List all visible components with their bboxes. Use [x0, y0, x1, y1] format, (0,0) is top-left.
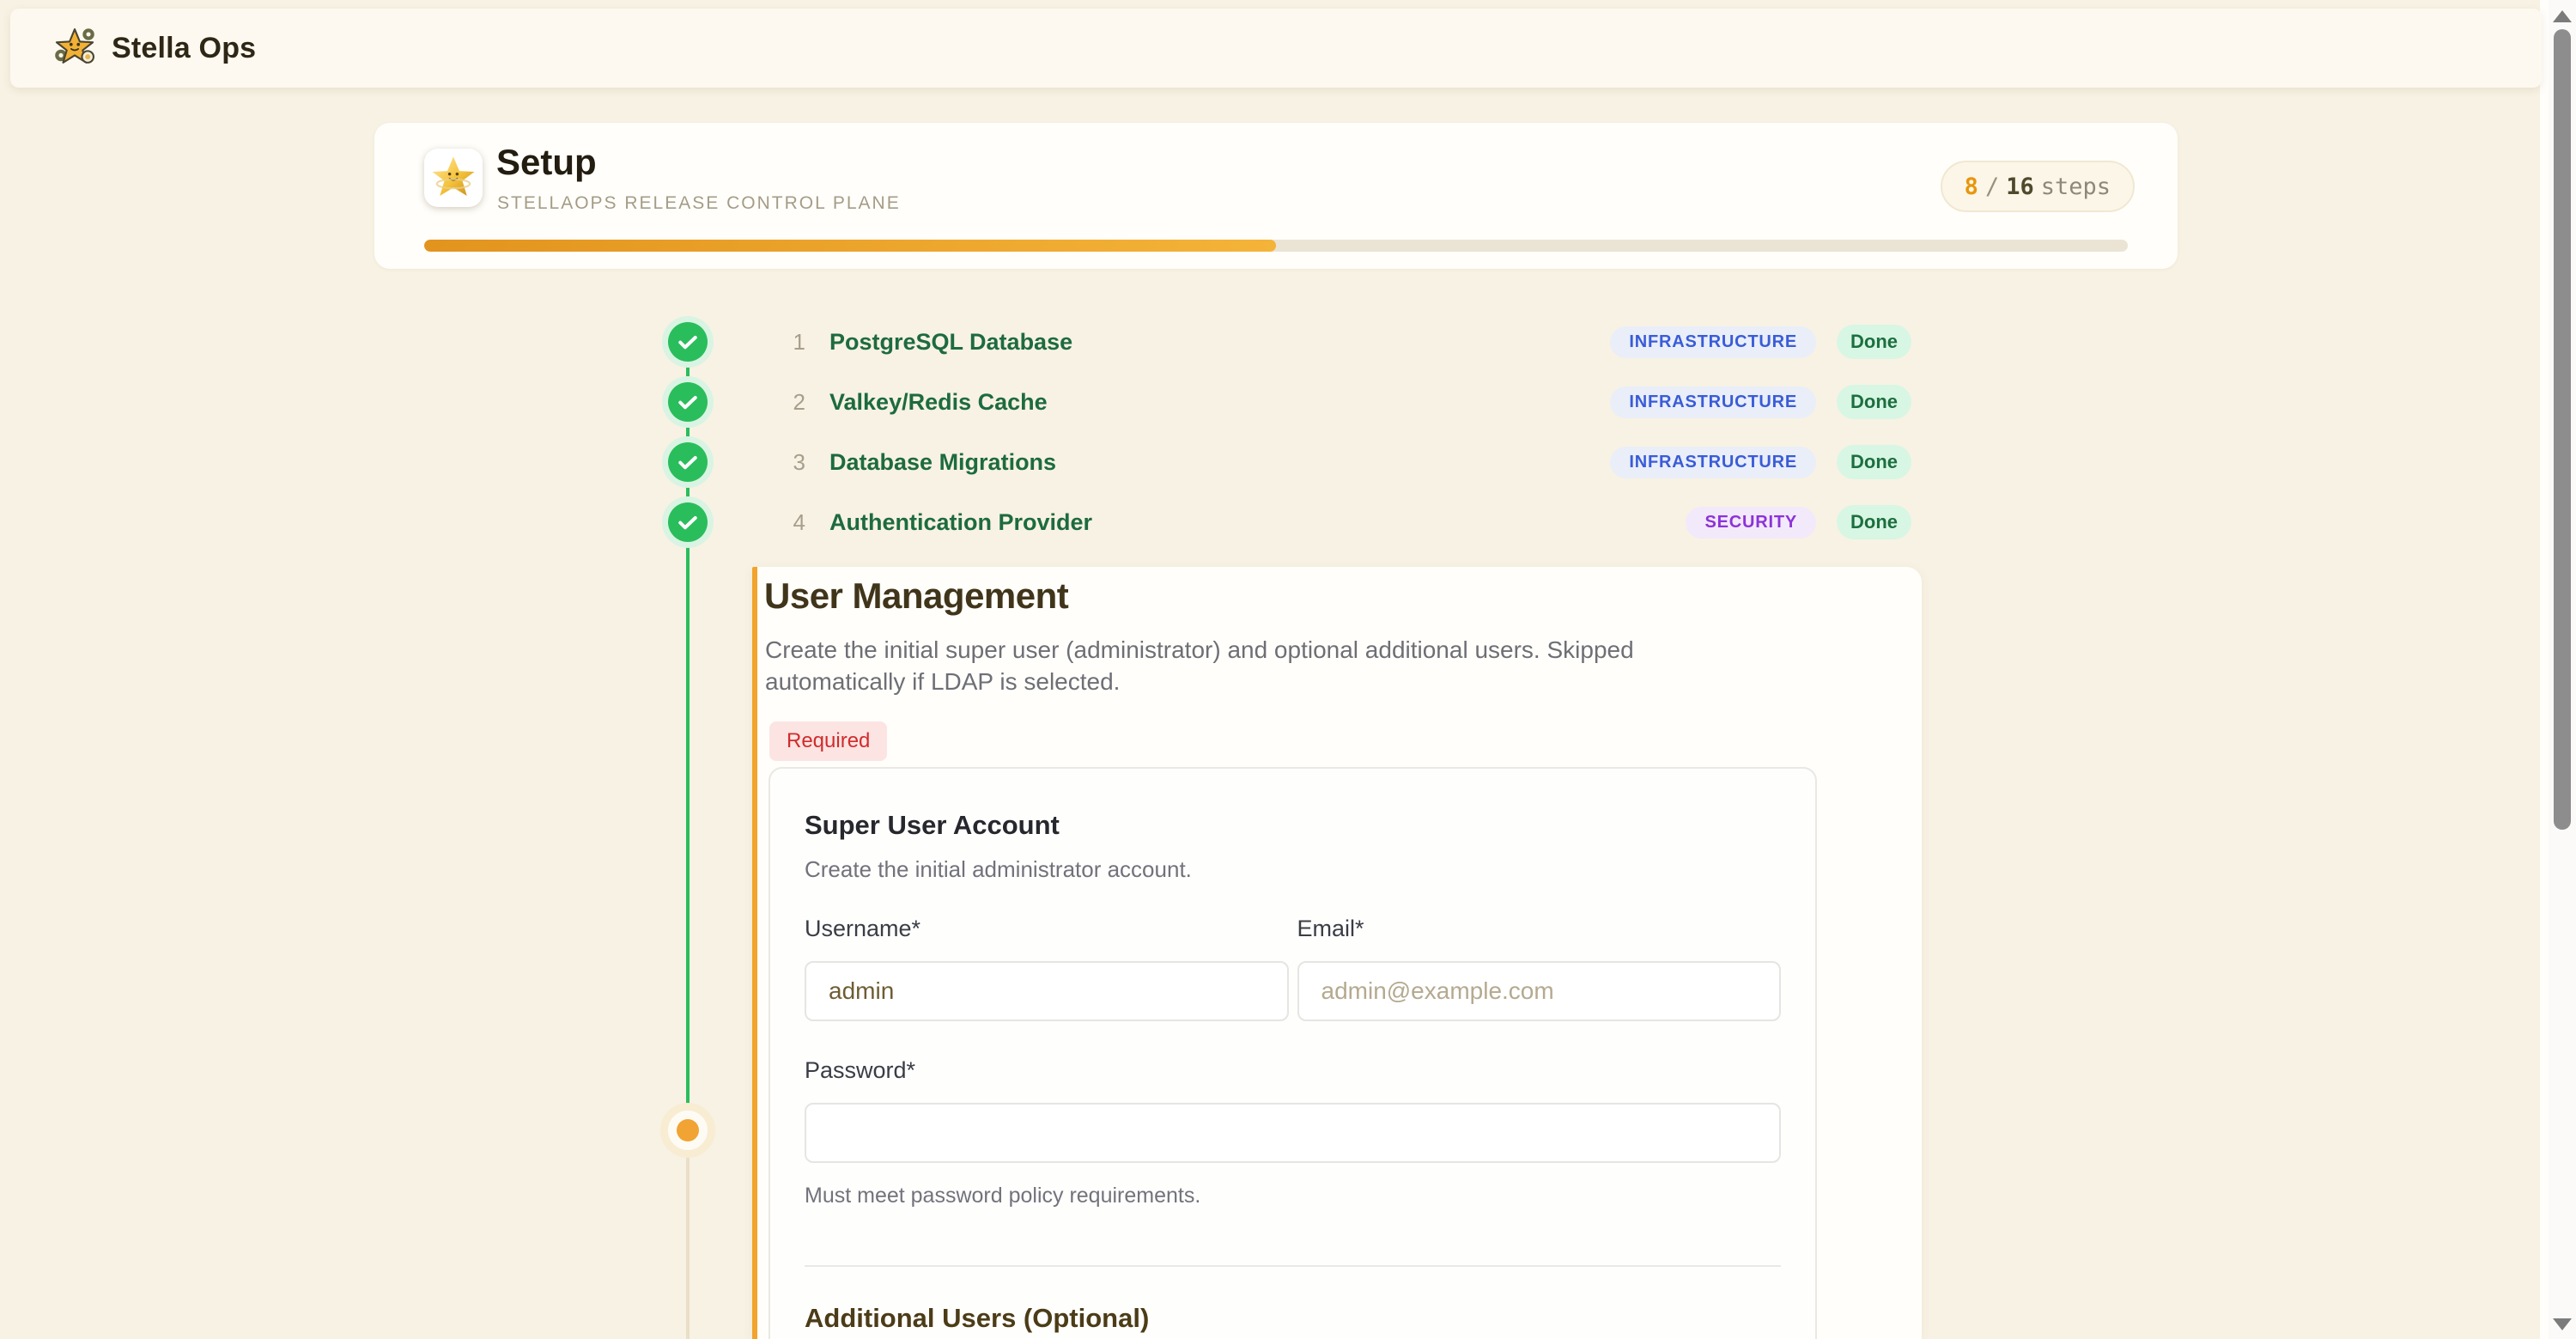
- step-number: 3: [793, 448, 805, 475]
- top-bar: Stella Ops: [10, 9, 2542, 88]
- user-management-panel: User Management Create the initial super…: [752, 567, 1922, 1339]
- step-row-postgresql: 1 PostgreSQL Database INFRASTRUCTURE Don…: [668, 316, 1911, 368]
- scrollbar[interactable]: [2549, 0, 2576, 1339]
- timeline-line-upcoming: [686, 1158, 690, 1339]
- setup-title: Setup: [496, 142, 597, 182]
- check-circle-icon: [668, 322, 708, 362]
- username-field-group: Username*: [805, 916, 1289, 1021]
- steps-done-count: 8: [1964, 173, 1978, 200]
- brand-title: Stella Ops: [112, 31, 257, 64]
- category-badge: INFRASTRUCTURE: [1610, 326, 1816, 358]
- scroll-down-icon[interactable]: [2553, 1318, 2572, 1330]
- step-number: 2: [793, 388, 805, 415]
- status-badge: Done: [1837, 505, 1911, 539]
- step-title-postgresql[interactable]: PostgreSQL Database: [829, 328, 1073, 355]
- section-description: Create the initial super user (administr…: [765, 636, 1634, 695]
- password-input[interactable]: [805, 1103, 1781, 1163]
- setup-subtitle: STELLAOPS RELEASE CONTROL PLANE: [497, 193, 901, 213]
- scroll-up-icon[interactable]: [2553, 10, 2572, 22]
- category-badge: INFRASTRUCTURE: [1610, 446, 1816, 478]
- step-row-valkey: 2 Valkey/Redis Cache INFRASTRUCTURE Done: [668, 376, 1911, 428]
- password-label: Password*: [805, 1057, 916, 1083]
- current-step-dot: [677, 1119, 699, 1141]
- setup-header-card: Setup STELLAOPS RELEASE CONTROL PLANE 8 …: [374, 123, 2178, 269]
- super-user-heading: Super User Account: [805, 810, 1060, 840]
- setup-star-icon: [424, 149, 483, 207]
- category-badge: INFRASTRUCTURE: [1610, 386, 1816, 418]
- email-label: Email*: [1297, 916, 1364, 941]
- progress-bar: [424, 240, 2128, 252]
- status-badge: Done: [1837, 445, 1911, 479]
- check-circle-icon: [668, 442, 708, 482]
- status-badge: Done: [1837, 385, 1911, 419]
- additional-users-heading: Additional Users (Optional): [805, 1303, 1150, 1333]
- super-user-card: Super User Account Create the initial ad…: [769, 767, 1817, 1339]
- step-row-auth: 4 Authentication Provider SECURITY Done: [668, 496, 1911, 548]
- password-field-group: Password* Must meet password policy requ…: [805, 1057, 1781, 1208]
- email-input[interactable]: [1297, 961, 1781, 1021]
- step-number: 4: [793, 508, 805, 535]
- scrollbar-gap: [2540, 0, 2549, 1339]
- progress-fill: [424, 240, 1276, 252]
- check-circle-icon: [668, 382, 708, 422]
- required-badge: Required: [769, 721, 888, 761]
- steps-total-count: 16: [2006, 173, 2034, 200]
- check-circle-icon: [668, 502, 708, 542]
- step-title-auth[interactable]: Authentication Provider: [829, 508, 1093, 535]
- super-user-subheading: Create the initial administrator account…: [805, 856, 1192, 882]
- status-badge: Done: [1837, 325, 1911, 359]
- steps-suffix: steps: [2040, 173, 2111, 200]
- timeline-line-completed: [686, 342, 690, 1106]
- password-help-text: Must meet password policy requirements.: [805, 1184, 1201, 1208]
- steps-separator: /: [1984, 173, 2000, 200]
- step-title-valkey[interactable]: Valkey/Redis Cache: [829, 388, 1048, 415]
- username-input[interactable]: [805, 961, 1289, 1021]
- stella-ops-logo-icon: [52, 25, 98, 71]
- steps-counter-badge: 8 / 16 steps: [1940, 161, 2135, 212]
- section-title: User Management: [764, 575, 1069, 616]
- username-label: Username*: [805, 916, 921, 941]
- step-title-migrations[interactable]: Database Migrations: [829, 448, 1057, 475]
- step-row-migrations: 3 Database Migrations INFRASTRUCTURE Don…: [668, 436, 1911, 488]
- section-divider: [805, 1265, 1781, 1267]
- category-badge: SECURITY: [1686, 506, 1816, 539]
- scroll-thumb[interactable]: [2554, 29, 2571, 830]
- step-number: 1: [793, 328, 805, 355]
- email-field-group: Email*: [1297, 916, 1781, 1021]
- current-step-marker: [660, 1103, 715, 1158]
